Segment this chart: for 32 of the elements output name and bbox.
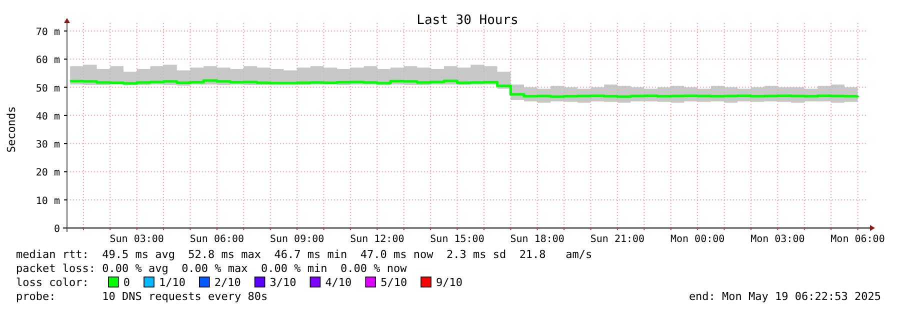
x-tick-label: Mon 06:00 [830,234,885,245]
x-tick-label: Sun 03:00 [110,234,164,245]
x-tick-label: Sun 21:00 [590,234,645,245]
y-tick-label: 50 m [36,83,60,94]
x-tick-label: Sun 15:00 [430,234,484,245]
x-tick-label: Sun 18:00 [510,234,564,245]
x-tick-label: Sun 09:00 [270,234,324,245]
y-tick-label: 30 m [36,140,60,151]
text: end: Mon May 19 06:22:53 2025 [688,290,881,303]
x-tick-label: Mon 03:00 [750,234,805,245]
y-tick-label: 0 [54,224,60,235]
y-tick-label: 40 m [36,111,60,122]
legend-label: 5/10 [380,276,408,289]
x-tick-label: Sun 06:00 [190,234,244,245]
x-tick-label: Mon 00:00 [670,234,725,245]
legend-label: 1/10 [159,276,186,289]
text: probe: 10 DNS requests every 80s [16,290,268,303]
legend-label: 2/10 [214,276,241,289]
legend-label: 9/10 [436,276,462,289]
y-tick-label: 70 m [36,27,60,38]
x-tick-label: Sun 12:00 [350,234,404,245]
y-tick-label: 20 m [36,168,60,179]
legend-label: 4/10 [325,276,352,289]
legend-title: loss color: [16,276,89,289]
legend-label: 0 [123,276,130,289]
y-axis-title: Seconds [5,106,18,153]
legend-label: 3/10 [270,276,296,289]
chart-title: Last 30 Hours [416,13,518,28]
y-tick-label: 10 m [36,196,60,207]
y-tick-label: 60 m [36,55,60,66]
text: packet loss: 0.00 % avg 0.00 % max 0.00 % min 0.00 % now [16,262,408,275]
text: median rtt: 49.5 ms avg 52.8 ms max 46.7 ms min 47.0 ms now 2.3 ms sd 21.8 am/s [16,248,592,261]
